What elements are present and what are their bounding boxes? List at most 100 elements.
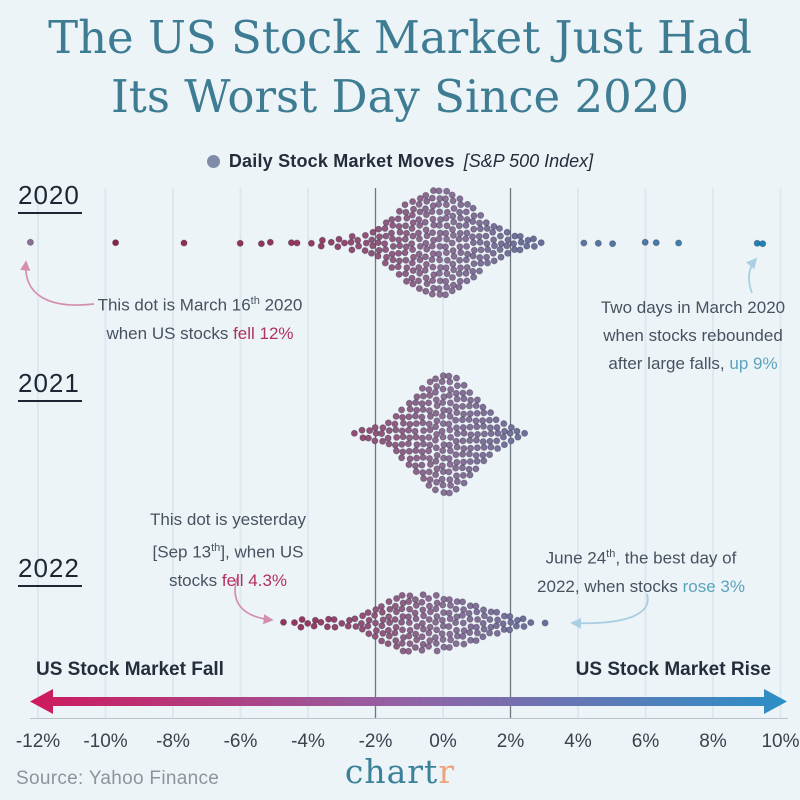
source-credit: Source: Yahoo Finance: [16, 768, 220, 789]
data-dot: [453, 374, 461, 382]
data-dot: [429, 263, 437, 271]
data-dot: [432, 396, 440, 404]
data-dot: [304, 619, 312, 627]
data-dot: [430, 221, 438, 229]
data-dot: [504, 236, 512, 244]
data-dot: [422, 239, 430, 247]
data-dot: [467, 623, 475, 631]
data-dot: [466, 602, 474, 610]
data-dot: [385, 613, 393, 621]
data-dot: [465, 609, 473, 617]
data-dot: [445, 420, 453, 428]
data-dot: [463, 277, 471, 285]
data-dot: [458, 464, 466, 472]
data-dot: [484, 259, 492, 267]
data-dot: [472, 417, 480, 425]
annotation-line: 2022, when stocks rose 3%: [516, 573, 766, 601]
data-dot: [398, 639, 406, 647]
data-dot: [362, 239, 370, 247]
data-dot: [398, 618, 406, 626]
fall-caption: US Stock Market Fall: [36, 659, 224, 680]
data-dot: [287, 239, 295, 247]
data-dot: [446, 412, 454, 420]
data-dot: [385, 427, 393, 435]
data-dot: [459, 424, 467, 432]
data-dot: [391, 616, 399, 624]
data-dot: [453, 409, 461, 417]
data-dot: [432, 605, 440, 613]
data-dot: [430, 271, 438, 279]
data-dot: [472, 465, 480, 473]
data-dot: [503, 228, 511, 236]
data-dot: [375, 246, 383, 254]
data-dot: [112, 239, 120, 247]
data-dot: [338, 619, 346, 627]
data-dot: [325, 615, 333, 623]
data-dot: [436, 229, 444, 237]
annotation-june24: June 24th, the best day of 2022, when sto…: [516, 540, 766, 601]
data-dot: [409, 198, 417, 206]
data-dot: [392, 447, 400, 455]
data-dot: [412, 630, 420, 638]
data-dot: [391, 441, 399, 449]
data-dot: [462, 256, 470, 264]
data-dot: [409, 232, 417, 240]
data-dot: [499, 433, 507, 441]
tick-label-6pct: 6%: [631, 731, 660, 752]
data-dot: [416, 194, 424, 202]
data-dot: [412, 420, 420, 428]
data-dot: [291, 619, 299, 627]
data-dot: [418, 619, 426, 627]
data-dot: [462, 221, 470, 229]
data-dot: [416, 256, 424, 264]
data-dot: [440, 609, 448, 617]
data-dot: [403, 214, 411, 222]
data-dot: [466, 389, 474, 397]
data-dot: [472, 602, 480, 610]
data-dot: [516, 232, 524, 240]
tick-label--10pct: -10%: [83, 731, 128, 752]
data-dot: [422, 287, 430, 295]
data-dot: [408, 240, 416, 248]
data-dot: [371, 437, 379, 445]
data-dot: [422, 253, 430, 261]
data-dot: [486, 451, 494, 459]
data-dot: [406, 455, 414, 463]
data-dot: [398, 591, 406, 599]
data-dot: [382, 219, 390, 227]
data-dot: [453, 430, 461, 438]
data-dot: [490, 222, 498, 230]
data-dot: [446, 426, 454, 434]
data-dot: [460, 410, 468, 418]
data-dot: [355, 242, 363, 250]
data-dot: [426, 441, 434, 449]
data-dot: [479, 438, 487, 446]
data-dot: [391, 629, 399, 637]
data-dot: [402, 243, 410, 251]
annotation-line: when US stocks fell 12%: [55, 320, 345, 348]
data-dot: [523, 242, 531, 250]
data-dot: [426, 391, 434, 399]
data-dot: [489, 249, 497, 257]
data-dot: [452, 485, 460, 493]
data-dot: [447, 386, 455, 394]
data-dot: [479, 403, 487, 411]
data-dot: [473, 629, 481, 637]
annotation-line: [Sep 13th], when US: [112, 534, 344, 567]
data-dot: [480, 606, 488, 614]
data-dot: [413, 393, 421, 401]
data-dot: [456, 195, 464, 203]
data-dot: [445, 609, 453, 617]
data-dot: [494, 429, 502, 437]
data-dot: [399, 448, 407, 456]
data-dot: [457, 249, 465, 257]
data-dot: [456, 256, 464, 264]
annotation-text: , the best day of: [615, 548, 737, 568]
data-dot: [425, 399, 433, 407]
data-dot: [372, 606, 380, 614]
data-dot: [453, 632, 461, 640]
data-dot: [464, 250, 472, 258]
data-dot: [436, 277, 444, 285]
data-dot: [450, 266, 458, 274]
